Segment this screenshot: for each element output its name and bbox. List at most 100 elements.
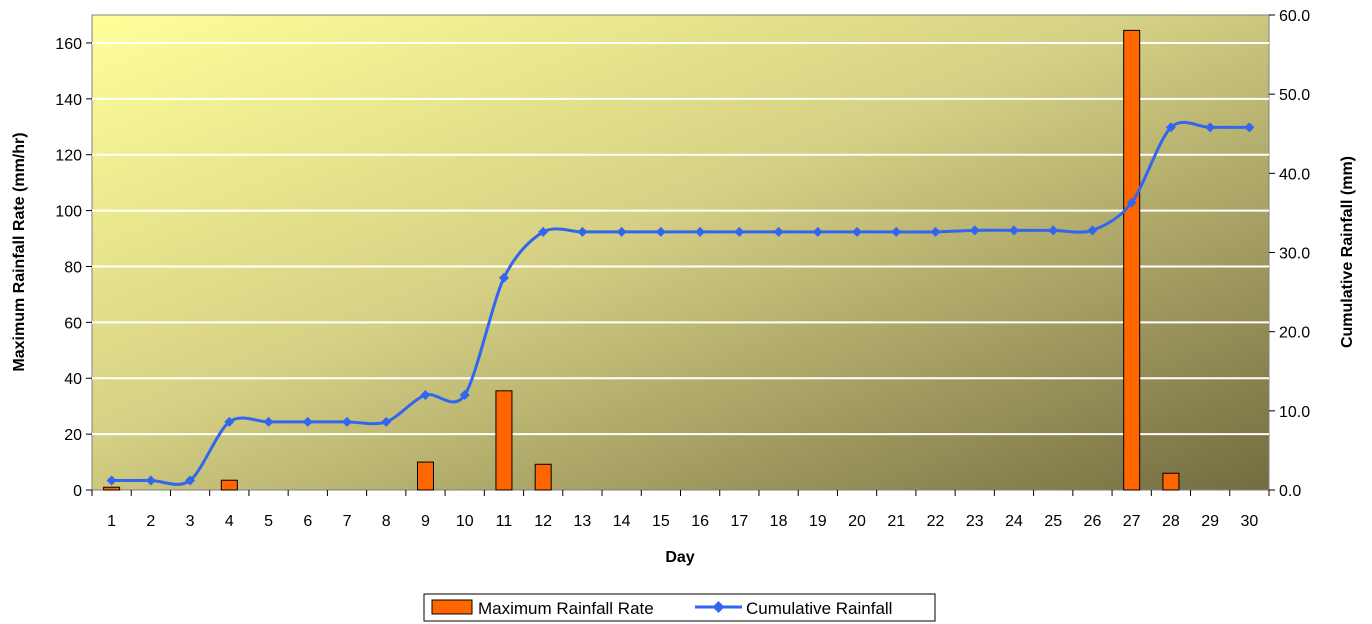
bar [1162, 472, 1180, 491]
line-point [1126, 197, 1137, 208]
line-point [891, 226, 902, 237]
x-tick-label: 30 [1240, 513, 1258, 530]
x-tick-label: 5 [264, 513, 273, 530]
bar-series [103, 29, 1180, 491]
right-tick-label: 30.0 [1279, 246, 1310, 263]
legend-line-label: Cumulative Rainfall [746, 599, 892, 618]
line-point [773, 226, 784, 237]
legend-bar-swatch [431, 599, 473, 615]
left-tick-label: 120 [55, 148, 82, 165]
x-tick-label: 18 [770, 513, 788, 530]
x-tick-label: 14 [613, 513, 631, 530]
line-point [1008, 225, 1019, 236]
line-point [381, 416, 392, 427]
line-point [577, 226, 588, 237]
line-point [969, 225, 980, 236]
x-tick-label: 27 [1123, 513, 1141, 530]
right-tick-label: 20.0 [1279, 325, 1310, 342]
line-point [1165, 122, 1176, 133]
line-point [106, 475, 117, 486]
line-point [498, 272, 509, 283]
bar [103, 486, 121, 491]
x-tick-label: 13 [574, 513, 592, 530]
x-axis-ticks: 1 2 3 4 5 6 7 8 9 10 11 12 13 14 15 16 17 18 19 20 21 22 23 24 2… [91, 490, 1270, 530]
line-point [852, 226, 863, 237]
line-point [616, 226, 627, 237]
bar [495, 390, 513, 491]
line-point [224, 416, 235, 427]
left-tick-label: 0 [73, 483, 82, 500]
right-axis-title: Cumulative Rainfall (mm) [1339, 156, 1356, 348]
line-point [734, 226, 745, 237]
right-tick-label: 50.0 [1279, 87, 1310, 104]
x-tick-label: 1 [107, 513, 116, 530]
x-tick-label: 6 [303, 513, 312, 530]
line-point [1048, 225, 1059, 236]
left-tick-label: 80 [64, 259, 82, 276]
right-tick-label: 60.0 [1279, 8, 1310, 25]
bar [534, 463, 552, 491]
gridlines [92, 41, 1269, 436]
line-point [145, 475, 156, 486]
x-tick-label: 20 [848, 513, 866, 530]
x-tick-label: 17 [730, 513, 748, 530]
x-tick-label: 25 [1044, 513, 1062, 530]
x-tick-label: 21 [887, 513, 905, 530]
x-tick-label: 10 [456, 513, 474, 530]
left-axis-ticks: 0 20 40 60 80 100 120 140 160 [55, 36, 92, 500]
legend-box [423, 593, 936, 622]
left-tick-label: 40 [64, 371, 82, 388]
legend: Maximum Rainfall Rate Cumulative Rainfal… [423, 593, 936, 622]
x-tick-label: 4 [225, 513, 234, 530]
right-tick-label: 10.0 [1279, 404, 1310, 421]
bar [1123, 29, 1141, 491]
left-axis-title: Maximum Rainfall Rate (mm/hr) [11, 132, 28, 371]
line-point [655, 226, 666, 237]
x-tick-label: 11 [496, 513, 513, 530]
line-point [538, 226, 549, 237]
x-tick-label: 8 [382, 513, 391, 530]
x-tick-label: 19 [809, 513, 827, 530]
left-tick-label: 60 [64, 315, 82, 332]
x-tick-label: 22 [927, 513, 945, 530]
line-point [930, 226, 941, 237]
line-point [302, 416, 313, 427]
line-point [185, 475, 196, 486]
legend-line-marker [712, 601, 725, 613]
line-point [1205, 122, 1216, 133]
x-tick-label: 29 [1201, 513, 1219, 530]
x-tick-label: 9 [421, 513, 430, 530]
legend-bar-label: Maximum Rainfall Rate [478, 599, 654, 618]
x-tick-label: 28 [1162, 513, 1180, 530]
x-tick-label: 2 [146, 513, 155, 530]
right-tick-label: 40.0 [1279, 166, 1310, 183]
x-tick-label: 12 [534, 513, 552, 530]
left-tick-label: 140 [55, 92, 82, 109]
line-point [812, 226, 823, 237]
line-point [459, 390, 470, 400]
line-point [420, 390, 431, 400]
left-tick-label: 160 [55, 36, 82, 53]
x-tick-label: 23 [966, 513, 984, 530]
bar [416, 461, 434, 491]
left-tick-label: 100 [55, 204, 82, 221]
right-axis-ticks: 0.0 10.0 20.0 30.0 40.0 50.0 60.0 [1269, 8, 1310, 500]
line-point [1087, 225, 1098, 236]
x-tick-label: 24 [1005, 513, 1023, 530]
line-point [263, 416, 274, 427]
line-point [1244, 122, 1255, 133]
line-point [342, 416, 353, 427]
line-point [695, 226, 706, 237]
right-tick-label: 0.0 [1279, 483, 1301, 500]
line-series [106, 120, 1255, 486]
x-tick-label: 26 [1084, 513, 1102, 530]
x-tick-label: 16 [691, 513, 709, 530]
plot-area [91, 14, 1270, 491]
left-tick-label: 20 [64, 427, 82, 444]
x-tick-label: 7 [343, 513, 352, 530]
x-tick-label: 15 [652, 513, 670, 530]
bar [220, 479, 238, 491]
x-tick-label: 3 [186, 513, 195, 530]
x-axis-title: Day [665, 549, 694, 566]
